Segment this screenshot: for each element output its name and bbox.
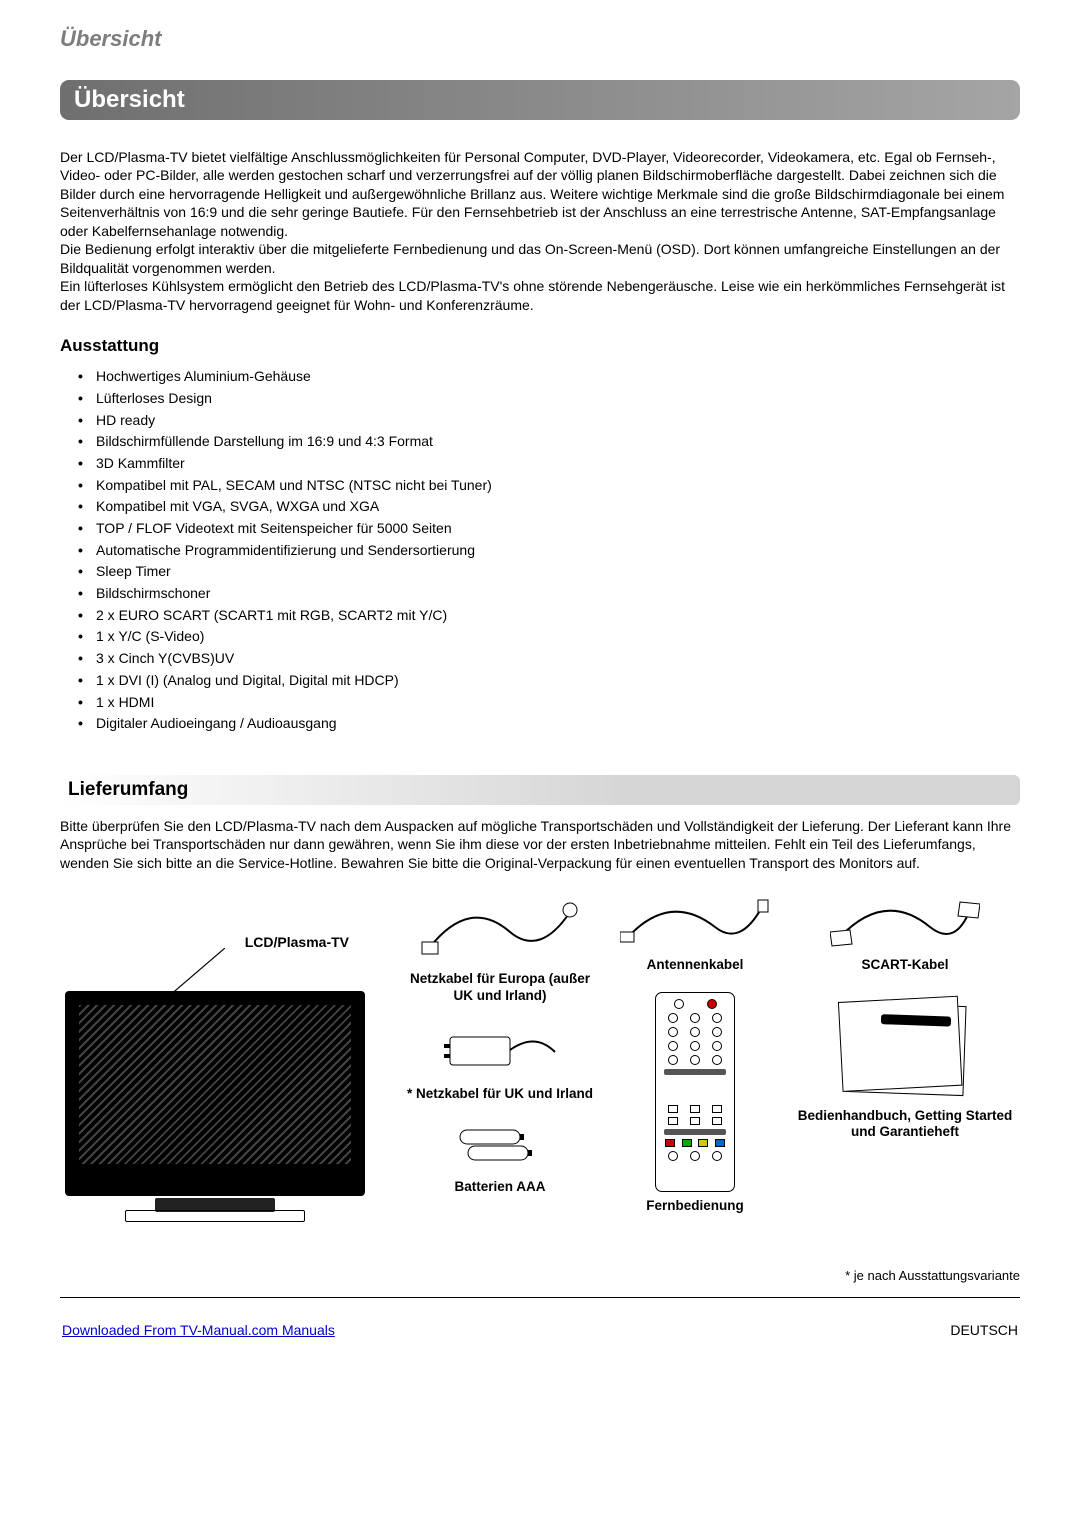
scope-heading: Lieferumfang <box>68 779 188 800</box>
feature-item: Hochwertiges Aluminium-Gehäuse <box>78 366 1020 388</box>
manual-label: Bedienhandbuch, Getting Started und Gara… <box>790 1108 1020 1140</box>
feature-item: TOP / FLOF Videotext mit Seitenspeicher … <box>78 518 1020 540</box>
item-cable-uk: * Netzkabel für UK und Irland <box>400 1022 600 1102</box>
scope-text: Bitte überprüfen Sie den LCD/Plasma-TV n… <box>60 817 1020 872</box>
item-antenna: Antennenkabel <box>610 892 780 973</box>
item-cable-eu: Netzkabel für Europa (außer UK und Irlan… <box>400 892 600 1003</box>
batteries-label: Batterien AAA <box>400 1179 600 1195</box>
footer-lang: DEUTSCH <box>950 1322 1018 1338</box>
title: Übersicht <box>74 86 185 113</box>
feature-item: 3 x Cinch Y(CVBS)UV <box>78 648 1020 670</box>
feature-item: 1 x HDMI <box>78 692 1020 714</box>
manual-icon <box>843 1001 966 1095</box>
item-tv: LCD/Plasma-TV <box>60 892 390 1231</box>
feature-item: Automatische Programmidentifizierung und… <box>78 540 1020 562</box>
feature-item: Kompatibel mit VGA, SVGA, WXGA und XGA <box>78 496 1020 518</box>
feature-item: Digitaler Audioeingang / Audioausgang <box>78 713 1020 735</box>
item-remote: Fernbedienung <box>610 992 780 1214</box>
scart-label: SCART-Kabel <box>790 957 1020 973</box>
intro-p3: Ein lüfterloses Kühlsystem ermöglicht de… <box>60 277 1020 314</box>
feature-item: 2 x EURO SCART (SCART1 mit RGB, SCART2 m… <box>78 605 1020 627</box>
download-link[interactable]: Downloaded From TV-Manual.com Manuals <box>62 1322 335 1338</box>
tv-callout: LCD/Plasma-TV <box>245 934 349 950</box>
intro-block: Der LCD/Plasma-TV bietet vielfältige Ans… <box>60 148 1020 314</box>
uk-plug-icon <box>440 1022 560 1077</box>
scope-figure: LCD/Plasma-TV Netzkabel für Europa (auße… <box>60 886 1020 1297</box>
cable-uk-label: * Netzkabel für UK und Irland <box>400 1086 600 1102</box>
cable-eu-label: Netzkabel für Europa (außer UK und Irlan… <box>400 971 600 1003</box>
intro-p2: Die Bedienung erfolgt interaktiv über di… <box>60 240 1020 277</box>
feature-item: Bildschirmschoner <box>78 583 1020 605</box>
feature-item: Bildschirmfüllende Darstellung im 16:9 u… <box>78 431 1020 453</box>
title-bar: Übersicht <box>60 80 1020 120</box>
feature-item: 1 x Y/C (S-Video) <box>78 626 1020 648</box>
remote-icon <box>655 992 735 1192</box>
feature-item: Kompatibel mit PAL, SECAM und NTSC (NTSC… <box>78 475 1020 497</box>
footnote: * je nach Ausstattungsvariante <box>60 1268 1020 1291</box>
page-footer: Downloaded From TV-Manual.com Manuals DE… <box>60 1322 1020 1358</box>
power-cable-icon <box>420 892 580 962</box>
features-list: Hochwertiges Aluminium-Gehäuse Lüfterlos… <box>60 366 1020 735</box>
intro-p1: Der LCD/Plasma-TV bietet vielfältige Ans… <box>60 148 1020 240</box>
features-heading: Ausstattung <box>60 336 1020 356</box>
feature-item: Sleep Timer <box>78 561 1020 583</box>
feature-item: HD ready <box>78 410 1020 432</box>
feature-item: 1 x DVI (I) (Analog und Digital, Digital… <box>78 670 1020 692</box>
feature-item: 3D Kammfilter <box>78 453 1020 475</box>
batteries-icon <box>450 1120 550 1170</box>
tv-base-icon <box>125 1210 305 1222</box>
page-header: Übersicht <box>60 26 1020 52</box>
item-manual: Bedienhandbuch, Getting Started und Gara… <box>790 1004 1020 1140</box>
item-batteries: Batterien AAA <box>400 1120 600 1195</box>
antenna-label: Antennenkabel <box>610 957 780 973</box>
footer-divider <box>60 1297 1020 1298</box>
tv-frame-icon <box>65 991 365 1196</box>
scope-heading-bar: Lieferumfang <box>60 775 1020 805</box>
breadcrumb: Übersicht <box>60 26 161 51</box>
remote-label: Fernbedienung <box>610 1198 780 1214</box>
scart-cable-icon <box>830 892 980 948</box>
antenna-cable-icon <box>620 892 770 948</box>
item-scart: SCART-Kabel <box>790 892 1020 973</box>
feature-item: Lüfterloses Design <box>78 388 1020 410</box>
